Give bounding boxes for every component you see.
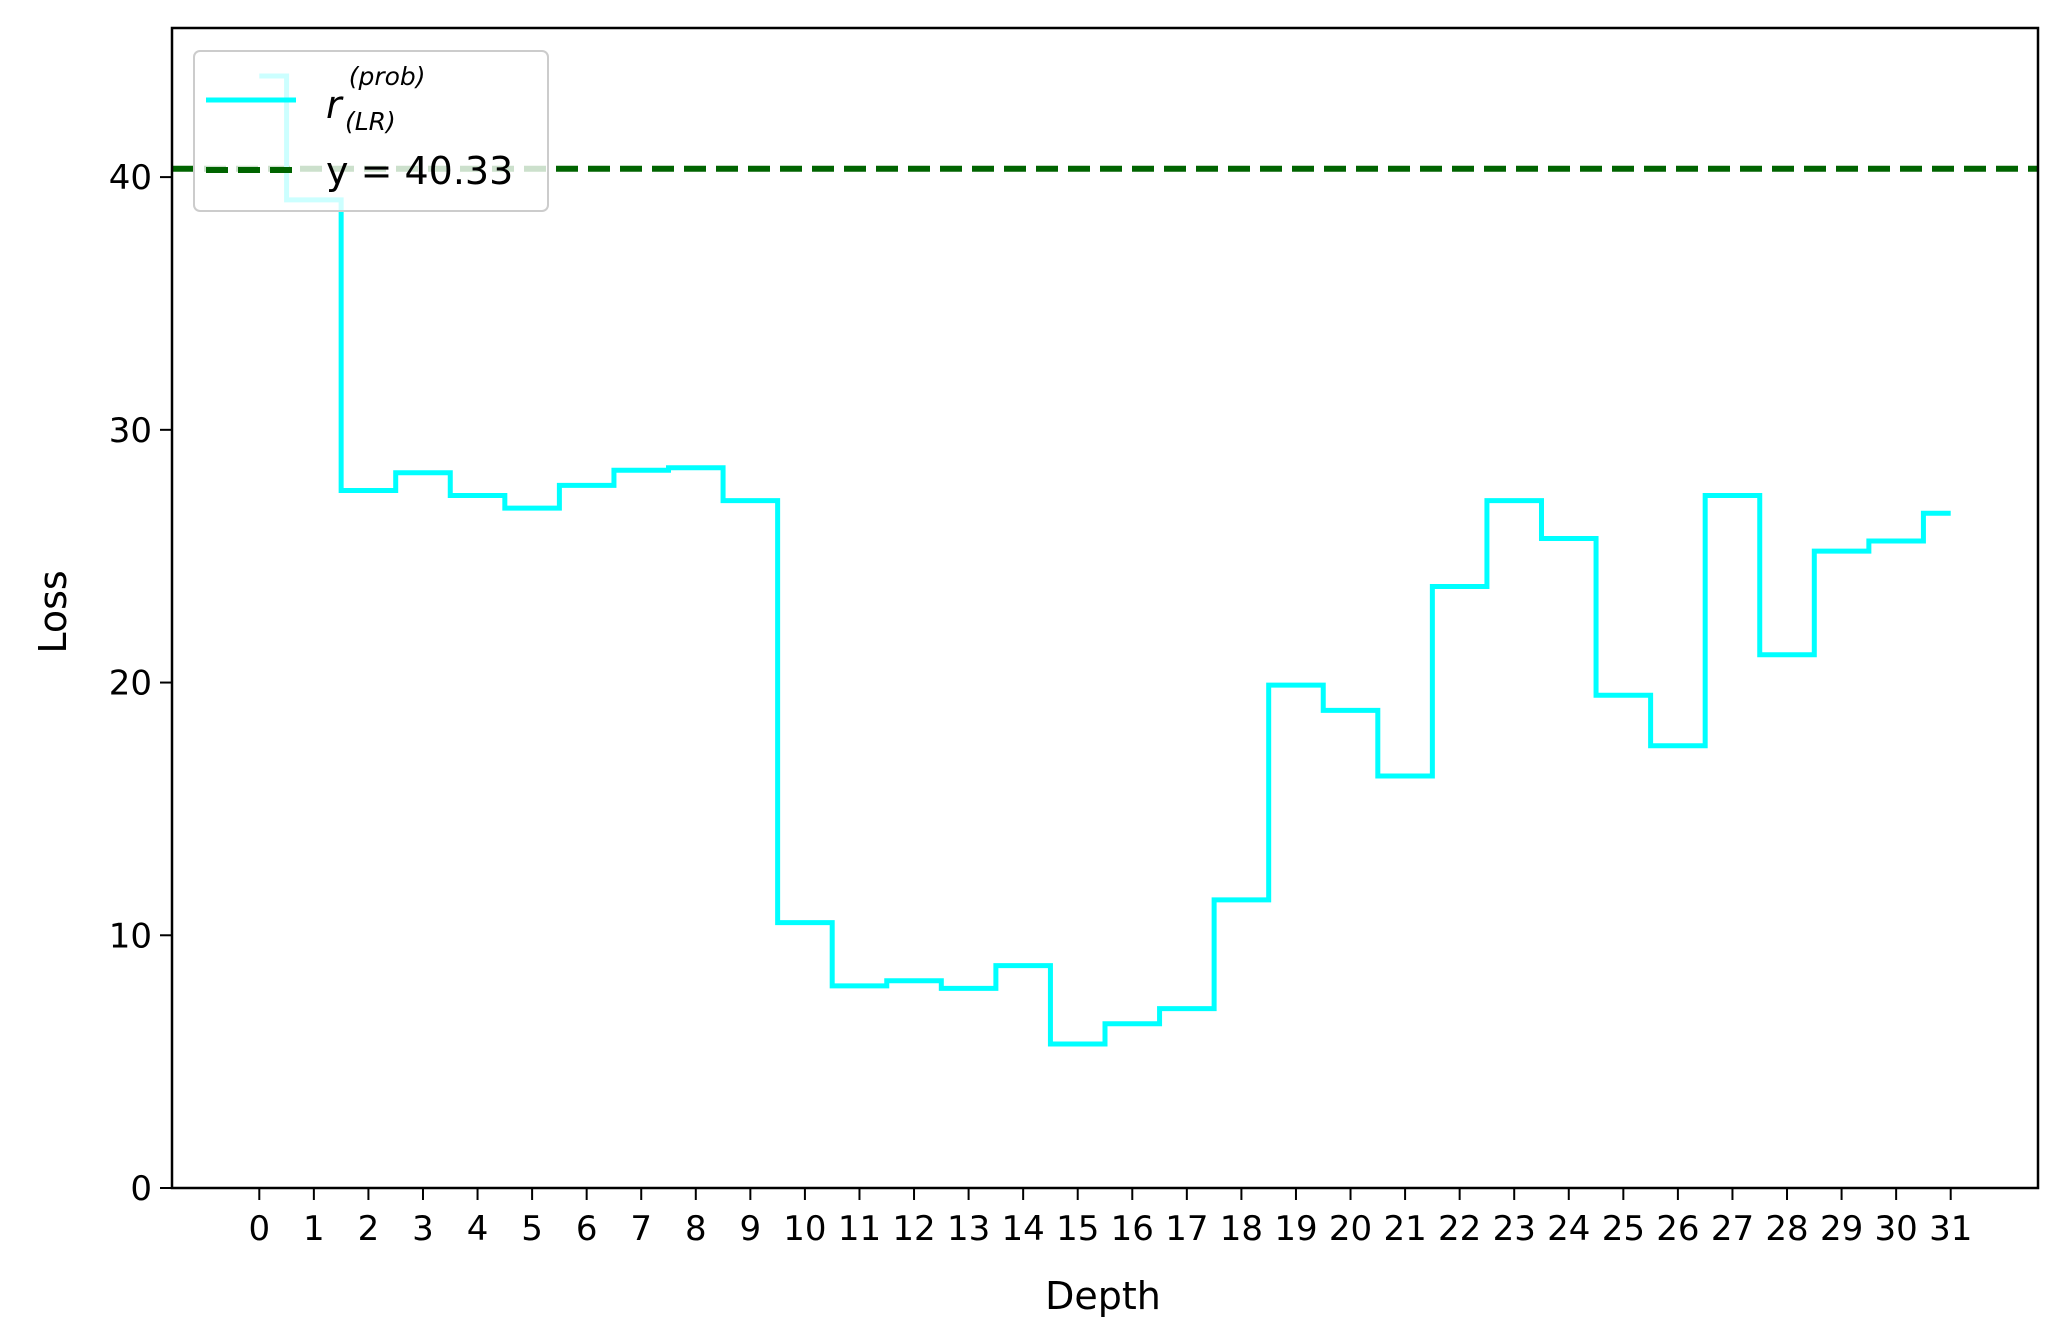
x-tick-label: 26	[1656, 1209, 1699, 1249]
x-tick-label: 5	[521, 1209, 543, 1249]
x-tick-label: 3	[412, 1209, 434, 1249]
x-tick-label: 10	[783, 1209, 826, 1249]
x-tick-label: 13	[947, 1209, 990, 1249]
legend: r (prob) (LR) y = 40.33	[193, 50, 549, 212]
y-axis-label: Loss	[31, 570, 75, 653]
legend-label-reference: y = 40.33	[326, 149, 513, 193]
x-tick-label: 6	[576, 1209, 598, 1249]
plot-frame	[170, 26, 2040, 1190]
x-tick-label: 7	[630, 1209, 652, 1249]
x-axis: 0 1 2 3 4 5 6 7 8 9 10 11 12 13 14 15 16 17 18 19 20 21 22 23 24…	[248, 1188, 1972, 1249]
x-tick-label: 20	[1329, 1209, 1372, 1249]
x-tick-label: 28	[1765, 1209, 1808, 1249]
y-tick-label: 10	[109, 916, 152, 956]
x-tick-label: 19	[1274, 1209, 1317, 1249]
x-tick-label: 30	[1875, 1209, 1918, 1249]
x-axis-label: Depth	[1045, 1274, 1161, 1318]
x-tick-label: 18	[1220, 1209, 1263, 1249]
y-tick-label: 0	[130, 1169, 152, 1209]
y-tick-label: 40	[109, 158, 152, 198]
x-tick-label: 0	[248, 1209, 270, 1249]
x-tick-label: 27	[1711, 1209, 1754, 1249]
y-tick-label: 30	[109, 411, 152, 451]
x-tick-label: 14	[1002, 1209, 1045, 1249]
x-tick-label: 4	[467, 1209, 489, 1249]
x-tick-label: 12	[892, 1209, 935, 1249]
x-tick-label: 15	[1056, 1209, 1099, 1249]
x-tick-label: 25	[1602, 1209, 1645, 1249]
y-tick-label: 20	[109, 664, 152, 704]
x-tick-label: 17	[1165, 1209, 1208, 1249]
y-axis: 0 10 20 30 40	[109, 158, 172, 1209]
x-tick-label: 11	[838, 1209, 881, 1249]
legend-label-series: r (prob) (LR)	[326, 62, 431, 136]
x-tick-label: 1	[303, 1209, 325, 1249]
plot-area	[172, 73, 2038, 1047]
x-tick-label: 9	[740, 1209, 762, 1249]
x-tick-label: 29	[1820, 1209, 1863, 1249]
x-tick-label: 31	[1929, 1209, 1972, 1249]
x-tick-label: 21	[1383, 1209, 1426, 1249]
x-tick-label: 2	[358, 1209, 380, 1249]
x-tick-label: 22	[1438, 1209, 1481, 1249]
x-tick-label: 24	[1547, 1209, 1590, 1249]
x-tick-label: 16	[1111, 1209, 1154, 1249]
x-tick-label: 23	[1493, 1209, 1536, 1249]
series-step-line	[259, 73, 1951, 1047]
x-tick-label: 8	[685, 1209, 707, 1249]
